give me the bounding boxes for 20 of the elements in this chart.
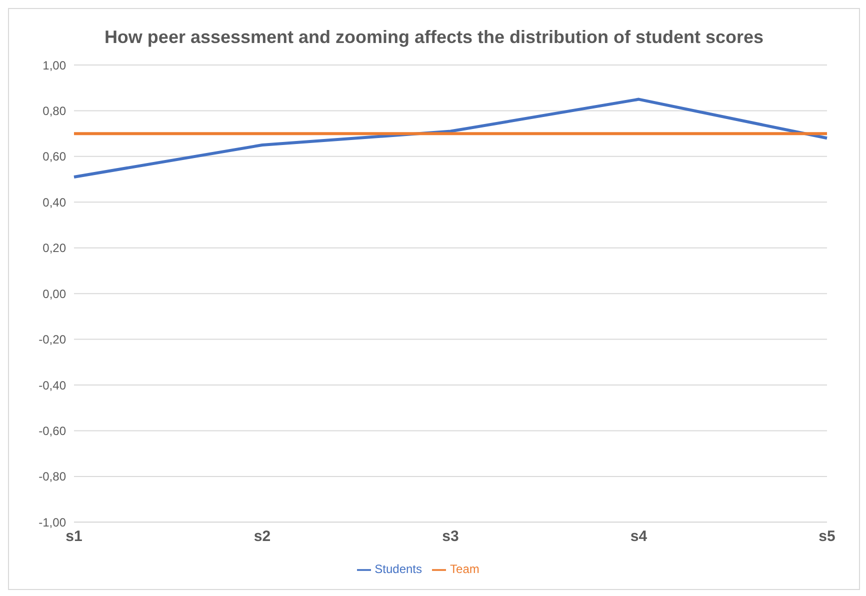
line-series: [72, 98, 828, 179]
y-tick-label: 0,00: [42, 286, 66, 301]
y-tick-label: 0,40: [42, 195, 66, 210]
y-tick-label: 1,00: [42, 58, 66, 72]
x-tick-label: s4: [630, 528, 648, 545]
x-tick-label: s2: [254, 528, 271, 545]
y-tick-label: -0,20: [38, 332, 66, 347]
y-tick-label: 0,60: [42, 150, 66, 164]
y-tick-label: -0,60: [38, 424, 66, 438]
y-tick-label: -0,40: [38, 378, 66, 392]
y-tick-label: 0,80: [42, 104, 66, 118]
x-tick-label: s5: [818, 528, 836, 545]
y-tick-label: 0,20: [42, 241, 66, 256]
legend-label: Students: [374, 562, 422, 576]
chart-title: How peer assessment and zooming affects the distribution of student scores: [103, 26, 765, 49]
x-tick-label: s1: [66, 528, 82, 545]
legend-label: Team: [450, 562, 480, 576]
x-tick-label: s3: [442, 528, 459, 545]
y-tick-label: -0,80: [38, 470, 66, 484]
y-tick-label: -1,00: [38, 515, 66, 530]
